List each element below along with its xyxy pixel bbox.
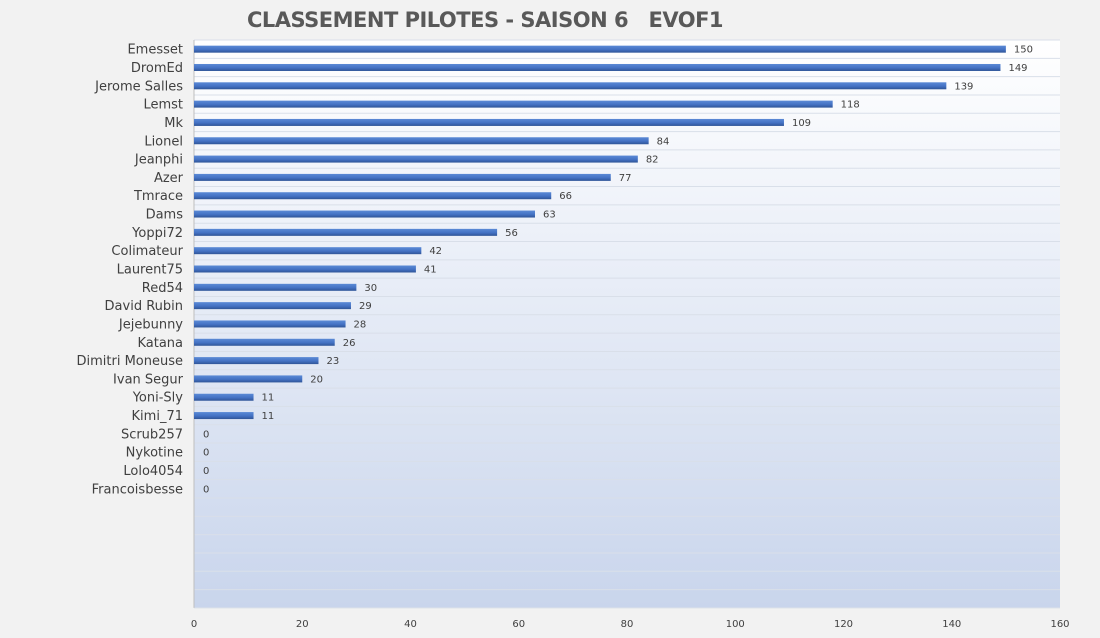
bar xyxy=(194,393,254,401)
data-label: 66 xyxy=(559,191,572,202)
category-label: Colimateur xyxy=(111,244,183,259)
data-label: 82 xyxy=(646,155,659,166)
category-label: Nykotine xyxy=(126,446,183,461)
category-label: Francoisbesse xyxy=(92,482,183,497)
data-label: 29 xyxy=(359,301,372,312)
chart-title: CLASSEMENT PILOTES - SAISON 6 EVOF1 xyxy=(246,8,724,32)
data-label: 0 xyxy=(203,466,209,477)
category-label: Scrub257 xyxy=(121,427,183,442)
x-tick-label: 140 xyxy=(942,619,961,630)
category-label: Azer xyxy=(154,171,184,186)
category-label: David Rubin xyxy=(105,299,183,314)
bar xyxy=(194,375,303,383)
category-label: Dams xyxy=(146,208,184,223)
category-label: Lolo4054 xyxy=(123,464,183,479)
category-label: Yoppi72 xyxy=(131,226,183,241)
data-label: 0 xyxy=(203,484,209,495)
category-label: Jeanphi xyxy=(134,153,183,168)
category-label: Ivan Segur xyxy=(113,372,184,387)
x-tick-label: 160 xyxy=(1050,619,1069,630)
category-label: Lionel xyxy=(144,134,183,149)
bar xyxy=(194,192,552,200)
data-label: 109 xyxy=(792,118,811,129)
bar xyxy=(194,357,319,365)
data-label: 56 xyxy=(505,228,518,239)
category-label: Jerome Salles xyxy=(94,79,183,94)
bar xyxy=(194,338,335,346)
category-label: Lemst xyxy=(143,98,183,113)
bar xyxy=(194,118,784,126)
data-label: 42 xyxy=(429,246,442,257)
data-label: 149 xyxy=(1008,63,1027,74)
data-label: 20 xyxy=(310,374,323,385)
bar xyxy=(194,247,422,255)
category-label: Laurent75 xyxy=(117,263,183,278)
data-label: 30 xyxy=(364,283,377,294)
category-label: DromEd xyxy=(131,61,183,76)
bar xyxy=(194,100,833,108)
data-label: 26 xyxy=(343,338,356,349)
data-label: 63 xyxy=(543,210,556,221)
category-label: Yoni-Sly xyxy=(132,391,184,406)
x-tick-label: 40 xyxy=(404,619,417,630)
bar xyxy=(194,173,611,181)
bar xyxy=(194,155,638,163)
x-tick-label: 60 xyxy=(512,619,525,630)
category-label: Tmrace xyxy=(133,189,183,204)
data-label: 23 xyxy=(326,356,339,367)
data-label: 41 xyxy=(424,265,437,276)
bar xyxy=(194,412,254,420)
bar xyxy=(194,302,351,310)
x-tick-label: 0 xyxy=(191,619,197,630)
data-label: 139 xyxy=(954,81,973,92)
bar xyxy=(194,82,947,90)
bar xyxy=(194,45,1006,53)
data-label: 11 xyxy=(262,393,275,404)
bar xyxy=(194,228,498,236)
category-label: Kimi_71 xyxy=(132,409,183,424)
x-tick-label: 100 xyxy=(726,619,745,630)
category-label: Dimitri Moneuse xyxy=(76,354,183,369)
bar xyxy=(194,63,1001,71)
bar xyxy=(194,137,649,145)
data-label: 77 xyxy=(619,173,632,184)
data-label: 0 xyxy=(203,448,209,459)
category-label: Red54 xyxy=(142,281,183,296)
x-tick-label: 120 xyxy=(834,619,853,630)
data-label: 84 xyxy=(657,136,670,147)
bar xyxy=(194,320,346,328)
bar xyxy=(194,265,416,273)
category-label: Emesset xyxy=(127,43,183,58)
data-label: 28 xyxy=(354,319,367,330)
category-label: Katana xyxy=(137,336,183,351)
x-tick-label: 20 xyxy=(296,619,309,630)
category-label: Mk xyxy=(164,116,183,131)
data-label: 11 xyxy=(262,411,275,422)
bar xyxy=(194,210,535,218)
data-label: 150 xyxy=(1014,45,1033,56)
data-label: 118 xyxy=(841,100,860,111)
data-label: 0 xyxy=(203,429,209,440)
category-label: Jejebunny xyxy=(118,317,183,332)
x-tick-label: 80 xyxy=(621,619,634,630)
bar xyxy=(194,283,357,291)
